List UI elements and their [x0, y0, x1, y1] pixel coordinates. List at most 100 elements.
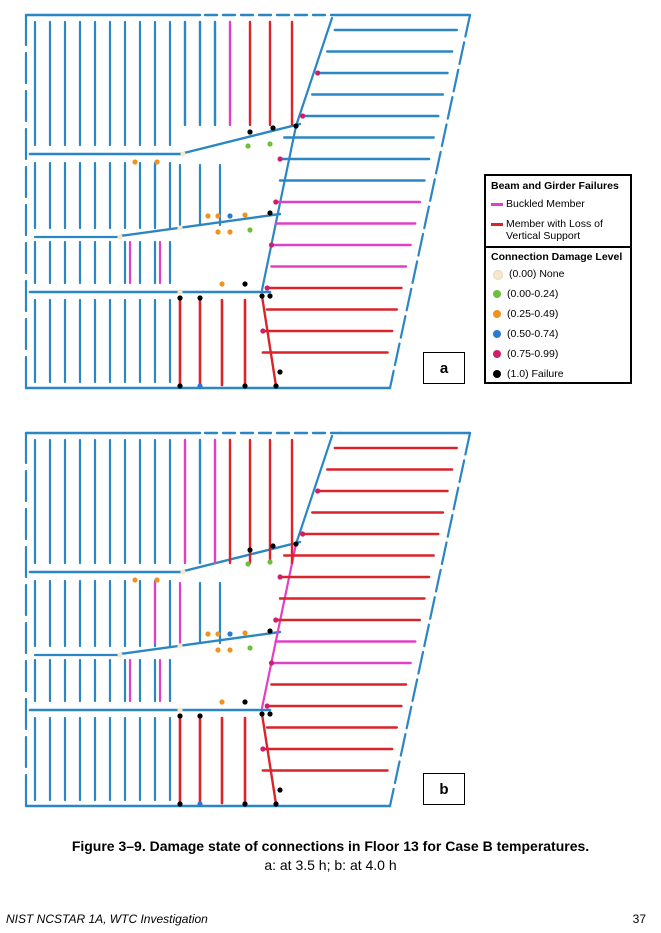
connection-dot	[247, 547, 253, 553]
connection-dot	[273, 199, 279, 205]
legend-level-dot	[493, 310, 501, 318]
connection-dot	[215, 229, 221, 235]
legend-level-0: (0.00) None	[491, 268, 626, 280]
connection-dot	[227, 631, 233, 637]
connection-dot	[197, 295, 203, 301]
connection-dot	[215, 647, 221, 653]
connection-dot	[293, 541, 299, 547]
connection-dot	[227, 229, 233, 235]
connection-dot	[177, 643, 183, 649]
connection-dot	[242, 212, 248, 218]
legend-level-3: (0.50-0.74)	[491, 328, 626, 340]
legend-level-label: (0.00-0.24)	[507, 288, 559, 300]
legend-buckled-label: Buckled Member	[506, 198, 585, 210]
connection-dot	[205, 631, 211, 637]
panel-a-floor-plan	[24, 13, 472, 390]
connection-dot	[277, 156, 283, 162]
panel-b-tag: b	[423, 773, 465, 805]
connection-dot	[270, 125, 276, 131]
connection-dot	[205, 213, 211, 219]
legend-buckled-row: Buckled Member	[491, 198, 626, 210]
connection-dot	[132, 577, 138, 583]
connection-dot	[242, 383, 248, 389]
connection-dot	[180, 151, 186, 157]
connection-dot	[247, 645, 253, 651]
connection-dot	[315, 70, 321, 76]
connection-dot	[227, 213, 233, 219]
legend-level-dot	[493, 270, 503, 280]
legend-level-label: (0.25-0.49)	[507, 308, 559, 320]
connection-dot	[277, 369, 283, 375]
connection-dot	[154, 159, 160, 165]
panel-a-tag: a	[423, 352, 465, 384]
page-number: 37	[632, 912, 646, 926]
core-diagonal	[294, 16, 334, 128]
connection-dot	[177, 801, 183, 807]
girder-sloped	[178, 540, 302, 574]
legend-level-label: (0.50-0.74)	[507, 328, 559, 340]
connection-dot	[267, 141, 273, 147]
legend-level-1: (0.00-0.24)	[491, 288, 626, 300]
connection-dot	[215, 631, 221, 637]
legend-loss-label: Member with Loss of Vertical Support	[506, 218, 603, 242]
panel-b-floor-plan	[24, 431, 472, 808]
connection-dot	[268, 242, 275, 248]
legend-loss-row: Member with Loss of Vertical Support	[491, 218, 626, 242]
connection-dot	[247, 227, 253, 233]
legend-connection-heading: Connection Damage Level	[491, 251, 623, 263]
connection-dot	[180, 569, 186, 575]
connection-dot	[219, 699, 225, 705]
connection-dot	[260, 746, 266, 752]
connection-dot	[268, 660, 275, 666]
legend-level-label: (1.0) Failure	[507, 368, 564, 380]
connection-dot	[260, 328, 266, 334]
connection-dot	[177, 289, 183, 295]
connection-dot	[117, 234, 123, 240]
legend-level-label: (0.00) None	[509, 268, 565, 280]
connection-dot	[273, 801, 279, 807]
connection-dot	[242, 699, 248, 705]
connection-dot	[264, 285, 270, 291]
connection-dot	[267, 293, 273, 299]
legend-buckled-swatch	[491, 203, 503, 206]
perimeter-right-sloped	[388, 13, 472, 390]
connection-dot	[154, 577, 160, 583]
connection-dot	[242, 281, 248, 287]
legend-level-label: (0.75-0.99)	[507, 348, 559, 360]
legend-level-dot	[493, 350, 501, 358]
connection-dot	[177, 713, 183, 719]
connection-dot	[197, 801, 203, 807]
connection-dot	[219, 281, 225, 287]
connection-dot	[227, 647, 233, 653]
girder-loss-diagonal	[260, 712, 278, 806]
connection-dot	[215, 213, 221, 219]
connection-dot	[197, 383, 203, 389]
legend-beam-heading: Beam and Girder Failures	[491, 180, 619, 192]
legend-level-list: (0.00) None (0.00-0.24) (0.25-0.49) (0.50-0…	[491, 268, 626, 380]
connection-dot	[273, 617, 279, 623]
figure-caption-subtitle: a: at 3.5 h; b: at 4.0 h	[264, 857, 397, 873]
legend-level-2: (0.25-0.49)	[491, 308, 626, 320]
connection-dot	[177, 707, 183, 713]
legend-level-4: (0.75-0.99)	[491, 348, 626, 360]
girder-loss-diagonal	[260, 294, 278, 388]
connection-dot	[264, 703, 270, 709]
connection-dot	[197, 713, 203, 719]
perimeter-right-sloped	[388, 431, 472, 808]
connection-dot	[242, 630, 248, 636]
core-diagonal	[260, 542, 298, 710]
core-diagonal	[294, 434, 334, 546]
connection-dot	[277, 574, 283, 580]
connection-dot	[242, 801, 248, 807]
legend-level-5: (1.0) Failure	[491, 368, 626, 380]
legend-beam-girder-failures: Beam and Girder Failures Buckled Member …	[484, 174, 632, 250]
legend-level-dot	[493, 330, 501, 338]
connection-dot	[267, 559, 273, 565]
connection-dot	[277, 787, 283, 793]
legend-loss-swatch	[491, 223, 503, 226]
connection-dot	[270, 543, 276, 549]
legend-level-dot	[493, 290, 501, 298]
footer-document-id: NIST NCSTAR 1A, WTC Investigation	[6, 912, 208, 926]
connection-dot	[315, 488, 321, 494]
